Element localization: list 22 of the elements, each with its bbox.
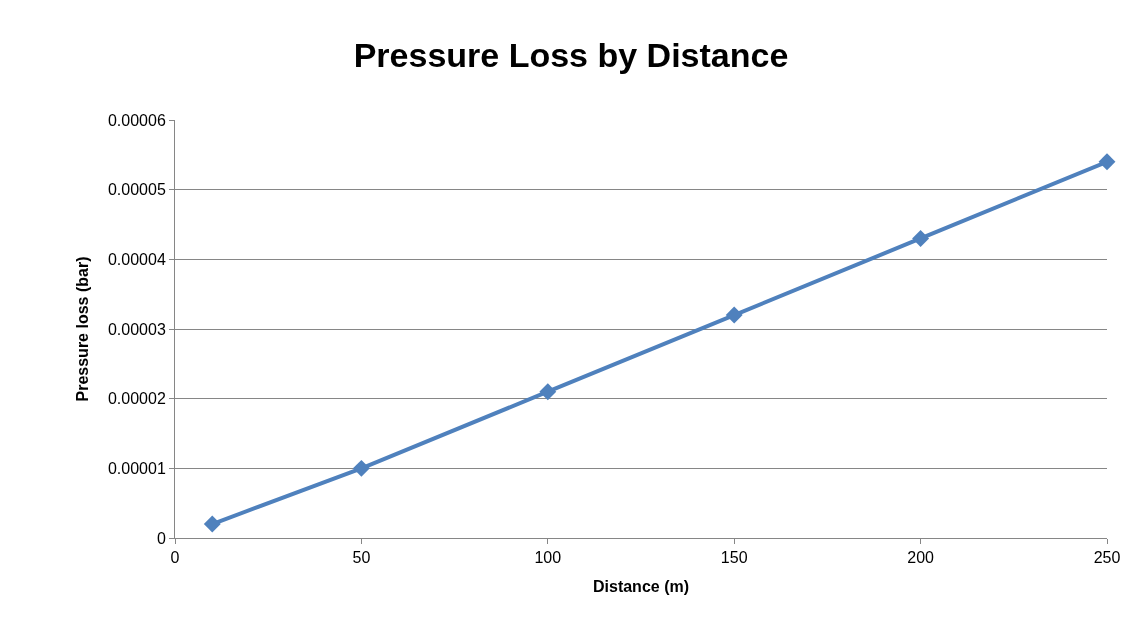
- x-tick-label: 50: [352, 549, 371, 567]
- x-tick-label: 250: [1093, 549, 1121, 567]
- y-tick-label: 0.00006: [107, 111, 166, 129]
- point: [203, 515, 221, 533]
- x-tick-label: 150: [720, 549, 748, 567]
- y-tick-label: 0.00002: [107, 390, 166, 408]
- point: [725, 306, 743, 324]
- x-tick-label: 0: [170, 549, 180, 567]
- x-tick-label: 200: [907, 549, 935, 567]
- point: [352, 459, 370, 477]
- y-tick-label: 0.00003: [107, 320, 166, 338]
- chart-title: Pressure Loss by Distance: [353, 36, 789, 75]
- x-axis-title: Distance (m): [592, 577, 690, 595]
- y-tick-label: 0.00001: [107, 459, 166, 477]
- y-tick-label: 0.00004: [107, 250, 166, 268]
- y-tick-label: 0.00005: [107, 181, 166, 199]
- y-tick-label: 0: [156, 529, 166, 547]
- x-tick-label: 100: [534, 549, 562, 567]
- point: [539, 383, 557, 401]
- point: [1098, 153, 1116, 171]
- point: [912, 229, 930, 247]
- y-axis-title: Pressure loss (bar): [73, 256, 91, 402]
